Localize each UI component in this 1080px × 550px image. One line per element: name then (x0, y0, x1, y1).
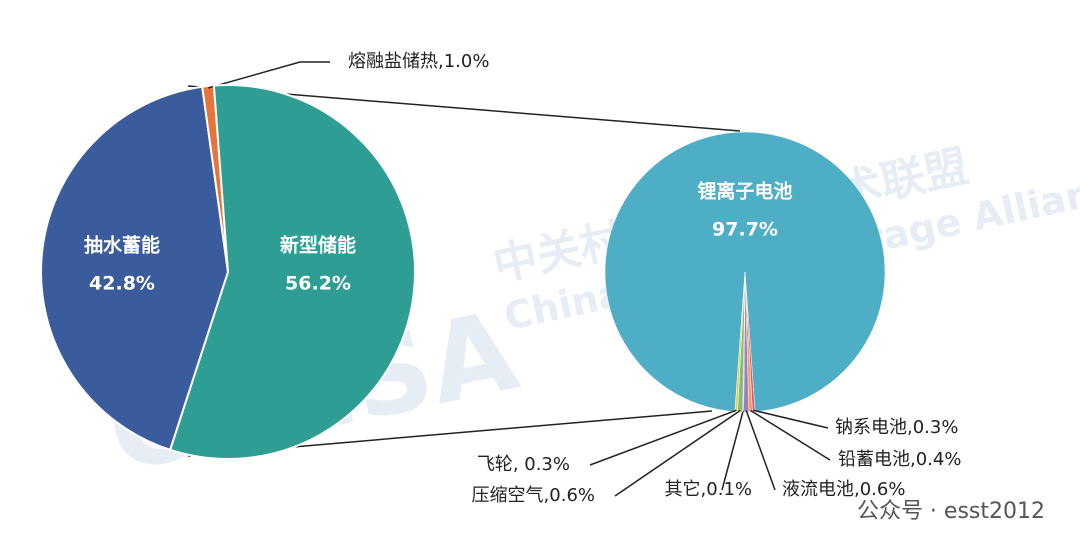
value-label: ,0.6% (544, 485, 595, 506)
leader-line (753, 409, 829, 429)
category-label: 熔融盐储热 (348, 51, 438, 72)
slice-label: 飞轮, 0.3% (477, 454, 570, 475)
category-label: 钠系电池 (835, 417, 907, 438)
slice-label: 其它,0.1% (665, 479, 752, 500)
leader-line (721, 410, 744, 491)
slice-label: 熔融盐储热,1.0% (348, 51, 489, 72)
leader-line (589, 409, 737, 466)
leader-line (208, 61, 330, 89)
leader-line (745, 410, 776, 491)
value-label: ,1.0% (438, 51, 489, 72)
slice-label: 铅蓄电池,0.4% (838, 449, 961, 470)
category-label: 其它 (665, 479, 701, 500)
pie-slice (39, 85, 230, 452)
pie-slice (604, 131, 886, 412)
slice-label: 液流电池,0.6% (782, 479, 905, 500)
slice-label: 钠系电池,0.3% (835, 417, 958, 438)
value-label: 56.2% (285, 273, 351, 295)
source: 公众号 · esst2012 (857, 499, 1045, 524)
value-label: 97.7% (712, 219, 778, 241)
value-label: ,0.4% (910, 449, 961, 470)
pie-slice (168, 84, 416, 460)
category-label: 飞轮 (477, 454, 513, 475)
category-label: 压缩空气 (472, 485, 544, 506)
leader-line (750, 409, 831, 461)
value-label: ,0.6% (854, 479, 905, 500)
category-label: 铅蓄电池 (838, 449, 910, 470)
value-label: ,0.1% (701, 479, 752, 500)
category-label: 液流电池 (782, 479, 854, 500)
leader-line (614, 409, 741, 497)
slice-label: 锂离子电池 (697, 180, 792, 203)
value-label: , 0.3% (513, 454, 570, 475)
slice-label: 抽水蓄能 (84, 234, 160, 257)
slice-label: 压缩空气,0.6% (472, 485, 595, 506)
slice-label: 新型储能 (280, 234, 356, 257)
value-label: 42.8% (89, 273, 155, 295)
value-label: ,0.3% (907, 417, 958, 438)
